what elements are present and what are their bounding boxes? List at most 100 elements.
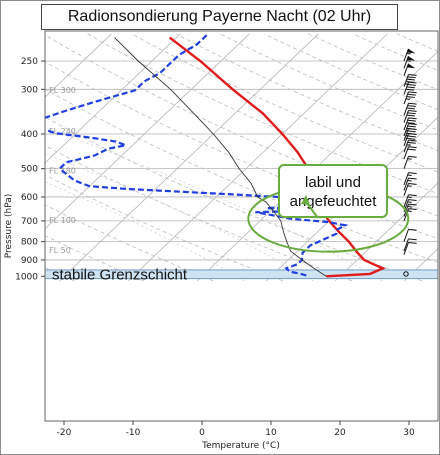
wind-barb: [403, 172, 417, 186]
wind-barb: [403, 117, 417, 131]
y-tick-label: 250: [21, 57, 38, 67]
flight-level-label: FL 100: [49, 216, 76, 225]
isotherm: [334, 182, 438, 282]
wind-barb-pennant: [407, 56, 416, 61]
x-axis-title: Temperature (°C): [201, 441, 280, 451]
y-tick-label: 800: [21, 238, 38, 248]
y-tick-label: 400: [21, 130, 38, 140]
y-tick-label: 1000: [15, 272, 38, 282]
wind-barb-flag: [406, 86, 415, 89]
wind-barb-flag: [407, 141, 416, 144]
isotherm: [58, 33, 319, 282]
wind-barb-flag: [406, 114, 415, 117]
wind-barb-flag: [406, 122, 415, 124]
wind-barb: [403, 155, 417, 169]
wind-barb-pennant: [407, 48, 416, 54]
wind-barb: [403, 241, 417, 255]
wind-barb-flag: [407, 105, 416, 107]
wind-barb-flag: [407, 148, 416, 151]
wind-barb: [403, 182, 417, 196]
y-tick-label: 600: [21, 193, 38, 203]
wind-barb: [403, 177, 417, 191]
wind-barb-flag: [408, 117, 417, 120]
wind-barb-half: [407, 180, 412, 182]
chart-title: Radionsondierung Payerne Nacht (02 Uhr): [41, 4, 398, 30]
y-tick-label: 900: [21, 256, 38, 266]
wind-barb-flag: [406, 96, 415, 98]
x-tick-label: 30: [403, 428, 415, 438]
wind-barb-half: [407, 196, 412, 199]
wind-barb-half: [407, 201, 412, 203]
x-tick-label: -20: [57, 428, 72, 438]
wind-barb: [403, 48, 416, 62]
wind-barb-flag: [408, 139, 417, 142]
x-tick-label: 10: [265, 428, 277, 438]
dewpoint-line: [45, 33, 349, 277]
plot-border: [44, 30, 439, 422]
wind-barb-flag: [407, 93, 416, 96]
wind-barb-shaft: [403, 229, 409, 242]
wind-barb: [403, 139, 417, 153]
wind-barb-flag: [406, 107, 415, 110]
wind-barb-pennant: [407, 63, 416, 69]
flight-level-label: FL 240: [49, 127, 76, 136]
y-tick-label: 500: [21, 165, 38, 175]
wind-barb: [403, 63, 416, 76]
dry-adiabat: [45, 204, 214, 282]
isotherm: [265, 116, 438, 282]
wind-barb-flag: [408, 203, 417, 206]
wind-barb: [403, 194, 417, 208]
x-tick-label: 0: [199, 428, 205, 438]
wind-barb-flag: [408, 73, 417, 76]
dry-adiabat: [175, 33, 438, 152]
dry-adiabat: [87, 33, 438, 195]
wind-barb-flag: [406, 78, 415, 81]
y-axis-title: Pressure (hPa): [4, 194, 14, 259]
wind-barb-half: [407, 158, 412, 160]
wind-barb-half: [407, 185, 412, 187]
x-tick-label: 20: [334, 428, 346, 438]
wind-barb-flag: [408, 182, 417, 185]
wind-barb-flag: [406, 137, 415, 140]
wind-barb-flag: [408, 199, 417, 201]
annotation-line-2: angefeuchtet: [290, 193, 378, 210]
wind-barb-flag: [408, 133, 417, 136]
y-tick-label: 300: [21, 85, 38, 95]
wind-barb: [403, 109, 417, 123]
wind-barb-flag: [407, 112, 416, 115]
wind-barb-half: [407, 210, 412, 212]
wind-barb-shaft: [403, 242, 409, 255]
wind-barb: [403, 102, 417, 116]
wind-barb-flag: [407, 84, 416, 86]
wind-barb-flag: [407, 125, 416, 128]
wind-barb-flag: [408, 81, 417, 84]
wind-barb-flag: [408, 128, 417, 130]
x-tick-label: -10: [126, 428, 141, 438]
wind-barb: [403, 55, 416, 69]
wind-barb-flag: [408, 194, 417, 197]
wind-barb-flag: [408, 208, 417, 211]
wind-barb-flag: [408, 102, 417, 105]
wind-barb-flag: [407, 130, 416, 133]
annotation-arrowhead: [301, 194, 310, 205]
wind-barb-half: [405, 98, 411, 100]
wind-barb-flag: [407, 135, 416, 138]
wind-barb: [403, 146, 417, 160]
wind-barb-shaft: [403, 238, 409, 252]
wind-barb-flag: [408, 238, 417, 241]
wind-barb: [403, 208, 417, 222]
wind-barb-flag: [405, 88, 415, 91]
wind-barb-flag: [408, 177, 417, 180]
wind-barb: [403, 228, 417, 242]
wind-barb-flag: [408, 172, 417, 175]
wind-barb-flag: [408, 228, 417, 231]
wind-barb-flag: [408, 241, 417, 244]
calm-wind-circle: [403, 271, 409, 277]
wind-barb-half: [406, 52, 411, 55]
wind-barb: [403, 81, 417, 95]
flight-level-label: FL 300: [49, 86, 76, 95]
isotherm: [127, 33, 388, 282]
annotation-line-1: labil und: [305, 174, 361, 191]
wind-barb-flag: [408, 109, 417, 112]
dry-adiabat: [45, 116, 423, 282]
